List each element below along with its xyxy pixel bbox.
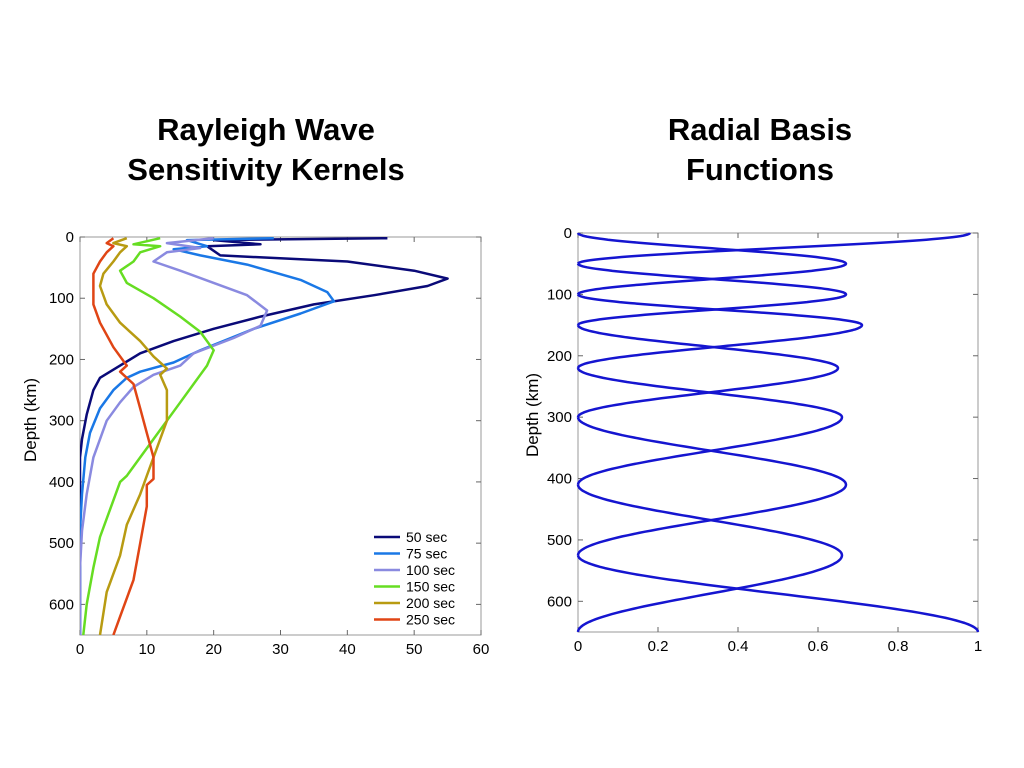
y-tick-label: 200 xyxy=(49,351,74,368)
kernel-line-75-sec xyxy=(80,237,336,635)
legend-entry: 150 sec xyxy=(406,579,455,595)
basis-function-1 xyxy=(576,232,972,265)
x-tick-label: 10 xyxy=(138,641,155,658)
kernel-line-150-sec xyxy=(82,237,215,635)
basis-lines xyxy=(576,232,980,633)
left-title-line-2: Sensitivity Kernels xyxy=(127,152,405,187)
y-tick-label: 500 xyxy=(49,535,74,552)
legend-entry: 100 sec xyxy=(406,562,455,578)
basis-function-3 xyxy=(576,262,848,326)
x-tick-label: 0.6 xyxy=(808,638,829,655)
y-tick-label: 300 xyxy=(49,413,74,430)
left-title-line-1: Rayleigh Wave xyxy=(157,112,375,147)
y-tick-label: 600 xyxy=(49,596,74,613)
x-tick-label: 0.2 xyxy=(648,638,669,655)
kernel-line-50-sec xyxy=(80,237,449,635)
x-tick-label: 0.4 xyxy=(728,638,749,655)
basis-function-9 xyxy=(576,554,980,633)
right-title-line-2: Functions xyxy=(685,152,835,187)
kernel-line-200-sec xyxy=(98,237,169,635)
basis-function-7 xyxy=(576,416,848,556)
y-tick-label: 400 xyxy=(49,474,74,491)
left-chart-title: Rayleigh Wave Sensitivity Kernels xyxy=(66,110,466,190)
basis-function-8 xyxy=(576,484,844,633)
y-tick-label: 300 xyxy=(547,409,572,426)
y-tick-label: 400 xyxy=(547,471,572,488)
kernel-line-250-sec xyxy=(92,237,155,635)
y-tick-label: 600 xyxy=(547,593,572,610)
x-tick-label: 30 xyxy=(272,641,289,658)
x-tick-label: 0 xyxy=(574,638,582,655)
kernel-lines xyxy=(80,237,449,635)
legend-entry: 200 sec xyxy=(406,595,455,611)
x-tick-label: 40 xyxy=(339,641,356,658)
right-chart-title: Radial Basis Functions xyxy=(560,110,960,190)
basis-function-6 xyxy=(576,367,844,485)
y-tick-label: 500 xyxy=(547,532,572,549)
kernel-line-100-sec xyxy=(80,237,269,635)
basis-function-2 xyxy=(576,232,848,296)
x-tick-label: 0 xyxy=(76,641,84,658)
x-tick-label: 20 xyxy=(205,641,222,658)
plot-frame xyxy=(577,232,979,633)
basis-function-4 xyxy=(576,293,864,369)
legend-entry: 50 sec xyxy=(406,529,447,545)
x-tick-label: 50 xyxy=(406,641,423,658)
x-tick-label: 0.8 xyxy=(888,638,909,655)
y-tick-label: 100 xyxy=(49,290,74,307)
y-tick-label: 0 xyxy=(66,229,74,246)
basis-function-5 xyxy=(576,324,840,418)
x-tick-label: 1 xyxy=(974,638,982,655)
radial-basis-chart: 0 0.2 0.4 0.6 0.8 1 0 100 200 300 400 500 600 Depth (… xyxy=(523,225,982,655)
y-tick-label: 200 xyxy=(547,348,572,365)
x-tick-label: 60 xyxy=(473,641,490,658)
y-axis-label: Depth (km) xyxy=(523,373,542,457)
y-tick-label: 100 xyxy=(547,286,572,303)
y-tick-label: 0 xyxy=(564,225,572,242)
legend-entry: 250 sec xyxy=(406,612,455,628)
legend-entry: 75 sec xyxy=(406,546,447,562)
right-title-line-1: Radial Basis xyxy=(667,112,853,147)
y-axis-label: Depth (km) xyxy=(21,378,40,462)
